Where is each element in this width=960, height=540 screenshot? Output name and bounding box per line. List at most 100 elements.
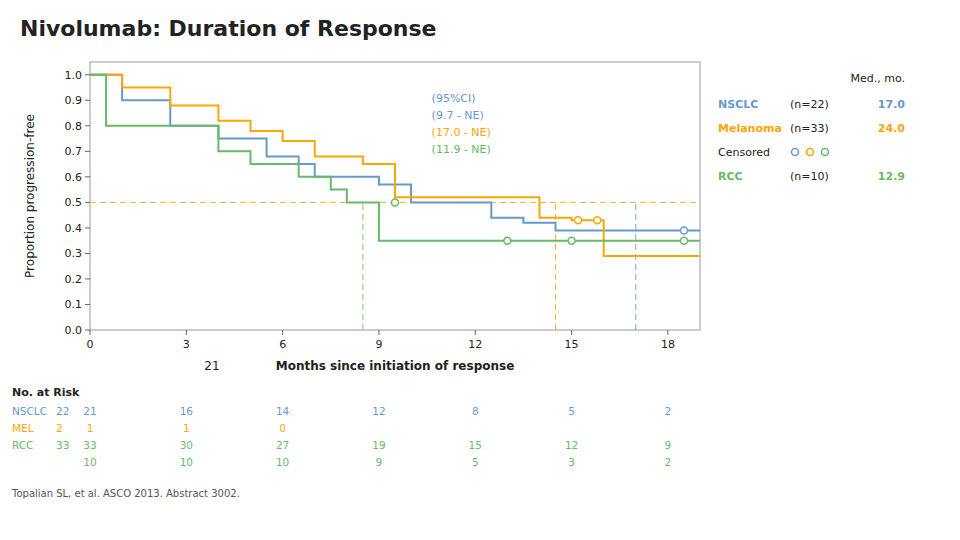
annotation: (17.0 - NE): [432, 126, 491, 139]
plot-frame: [90, 62, 700, 330]
risk-value: 3: [568, 456, 575, 468]
x-tick: [90, 330, 91, 335]
risk-value: 12: [565, 439, 578, 451]
y-tick: [85, 253, 90, 254]
risk-row-label: RCC: [12, 439, 33, 451]
risk-value: 12: [372, 405, 385, 417]
y-tick: [85, 330, 90, 331]
x-tick-label: 18: [661, 338, 675, 351]
y-tick-label: 0.3: [65, 247, 83, 260]
legend-header: Med., mo.: [851, 72, 905, 85]
axes: 0 3 6 9 12 15 18 0.0 0.1 0.2 0.3 0.4 0.5 0.6 0.7 0.8 0.9…: [65, 69, 675, 351]
risk-value: 5: [568, 405, 575, 417]
x-axis-note: 21: [204, 359, 219, 373]
legend-n: (n=10): [790, 170, 829, 183]
censored-marker: [568, 237, 575, 244]
plot-data: [90, 75, 700, 330]
annotations: (95%CI) (9.7 - NE) (17.0 - NE) (11.9 - NE): [432, 92, 491, 156]
risk-row-n: 22: [56, 405, 69, 417]
x-tick-label: 6: [279, 338, 286, 351]
x-tick: [378, 330, 379, 335]
annotation: (9.7 - NE): [432, 109, 484, 122]
risk-value: 27: [276, 439, 289, 451]
y-tick: [85, 100, 90, 101]
x-tick-label: 3: [183, 338, 190, 351]
risk-value: 10: [83, 456, 96, 468]
x-tick-label: 15: [565, 338, 579, 351]
risk-value: 0: [279, 422, 286, 434]
censored-marker: [680, 227, 687, 234]
median-line: [635, 202, 636, 330]
annotation: (11.9 - NE): [432, 143, 491, 156]
y-tick-label: 0.9: [65, 94, 83, 107]
median-line: [362, 202, 363, 330]
legend-label: NSCLC: [718, 98, 758, 111]
x-tick: [667, 330, 668, 335]
km-line: [90, 75, 700, 256]
footnote: Topalian SL, et al. ASCO 2013. Abstract …: [11, 488, 240, 499]
title: Nivolumab: Duration of Response: [20, 16, 437, 41]
legend-median: 17.0: [878, 98, 905, 111]
y-tick: [85, 176, 90, 177]
censored-marker: [680, 237, 687, 244]
x-tick: [571, 330, 572, 335]
legend-censored-marker: [822, 149, 829, 156]
y-tick-label: 0.0: [65, 324, 83, 337]
risk-value: 16: [180, 405, 194, 417]
legend-censored-label: Censored: [718, 146, 770, 159]
chart: Nivolumab: Duration of Response036912151…: [0, 0, 960, 540]
y-tick-label: 0.7: [65, 145, 83, 158]
y-tick-label: 0.6: [65, 171, 83, 184]
risk-row-label: NSCLC: [12, 405, 47, 417]
risk-value: 1: [87, 422, 94, 434]
legend: Med., mo.NSCLC(n=22)17.0Melanoma(n=33)24…: [718, 72, 905, 183]
risk-value: 33: [83, 439, 96, 451]
page: {"chart_data": { "type": "line", "title"…: [0, 0, 960, 540]
y-tick: [85, 202, 90, 203]
y-tick: [85, 151, 90, 152]
km-line: [90, 75, 700, 241]
x-tick: [186, 330, 187, 335]
risk-table: No. at RiskNSCLC2221161412852MEL2110RCC3…: [12, 386, 671, 468]
legend-n: (n=22): [790, 98, 829, 111]
y-tick: [85, 74, 90, 75]
risk-row-label: MEL: [12, 422, 34, 434]
risk-value: 2: [665, 456, 672, 468]
y-tick-label: 0.2: [65, 273, 83, 286]
x-tick-label: 12: [468, 338, 482, 351]
legend-median: 12.9: [878, 170, 905, 183]
risk-value: 14: [276, 405, 290, 417]
y-axis-label: Proportion progression-free: [23, 114, 37, 278]
y-tick: [85, 125, 90, 126]
risk-value: 9: [376, 456, 383, 468]
censored-marker: [594, 217, 601, 224]
legend-censored-marker: [792, 149, 799, 156]
y-tick-label: 0.1: [65, 298, 83, 311]
risk-row-n: 33: [56, 439, 69, 451]
x-tick: [475, 330, 476, 335]
risk-header: No. at Risk: [12, 386, 80, 399]
y-tick-label: 1.0: [65, 69, 83, 82]
censored-marker: [575, 217, 582, 224]
risk-value: 8: [472, 405, 479, 417]
legend-label: Melanoma: [718, 122, 782, 135]
y-tick-label: 0.4: [65, 222, 83, 235]
censored-marker: [392, 199, 399, 206]
censored-marker: [504, 237, 511, 244]
risk-row-n: 2: [56, 422, 63, 434]
median-line: [555, 202, 556, 330]
y-tick: [85, 304, 90, 305]
x-tick-label: 9: [375, 338, 382, 351]
risk-value: 10: [180, 456, 193, 468]
risk-value: 2: [665, 405, 672, 417]
x-axis-label: Months since initiation of response: [276, 359, 515, 373]
risk-value: 15: [469, 439, 482, 451]
legend-label: RCC: [718, 170, 743, 183]
risk-value: 21: [83, 405, 96, 417]
risk-value: 10: [276, 456, 289, 468]
y-tick-label: 0.5: [65, 196, 83, 209]
annotation: (95%CI): [432, 92, 476, 105]
y-tick-label: 0.8: [65, 120, 83, 133]
legend-n: (n=33): [790, 122, 829, 135]
x-tick-label: 0: [87, 338, 94, 351]
